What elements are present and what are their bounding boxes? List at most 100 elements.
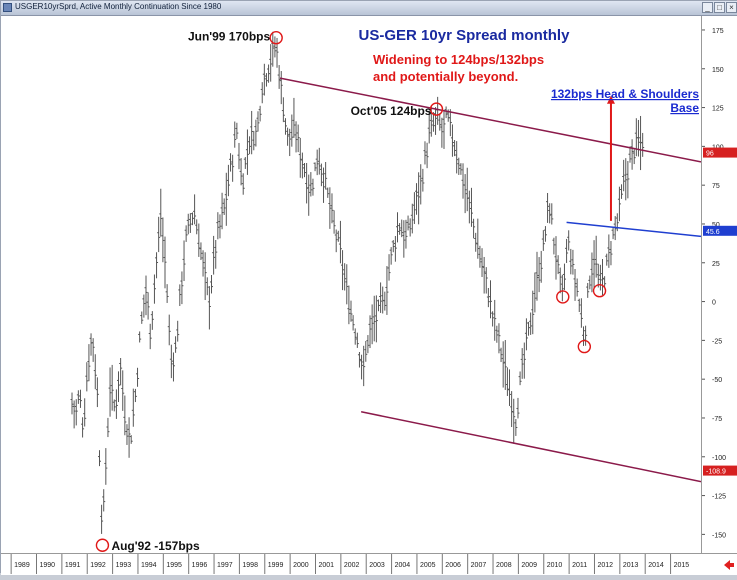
- price-bar: [463, 174, 467, 214]
- price-bar: [581, 326, 585, 346]
- price-bar: [605, 253, 609, 266]
- price-bar: [142, 294, 146, 318]
- price-bar: [398, 223, 402, 235]
- x-tick-label: 2004: [395, 562, 411, 569]
- price-bar: [434, 107, 438, 135]
- price-bar: [436, 96, 440, 125]
- price-bar: [83, 398, 87, 427]
- price-bar: [319, 163, 323, 187]
- price-bar: [379, 282, 383, 313]
- price-bar: [626, 161, 630, 199]
- price-bar: [556, 255, 560, 275]
- price-bar: [370, 304, 374, 345]
- price-bar: [214, 239, 218, 269]
- price-bar: [617, 186, 621, 222]
- price-bar: [260, 82, 264, 104]
- price-bar: [224, 172, 228, 226]
- price-bar: [81, 417, 85, 438]
- price-bar: [186, 213, 190, 235]
- price-bar: [334, 229, 338, 253]
- price-bar: [281, 97, 285, 123]
- price-bar: [381, 286, 385, 314]
- price-bar: [457, 157, 461, 175]
- price-bar: [455, 141, 459, 174]
- scroll-left-arrow-icon[interactable]: [723, 560, 735, 570]
- price-bar: [527, 321, 531, 336]
- price-bar: [125, 424, 129, 445]
- price-bar: [140, 311, 144, 324]
- annotation-oct05: Oct'05 124bps: [351, 104, 432, 118]
- price-bar: [112, 399, 116, 412]
- price-bar: [332, 210, 336, 234]
- price-bar: [174, 336, 178, 353]
- price-bar: [459, 163, 463, 175]
- price-bar: [503, 340, 507, 390]
- price-bar: [510, 391, 514, 428]
- price-bar: [201, 250, 205, 277]
- price-bar: [127, 417, 131, 458]
- price-bar: [311, 178, 315, 196]
- price-marker-label: -108.9: [706, 469, 726, 476]
- price-bar: [565, 238, 569, 263]
- price-bar: [254, 119, 258, 147]
- price-bar: [178, 284, 182, 306]
- price-bar: [364, 340, 368, 362]
- price-bar: [171, 352, 175, 382]
- price-bar: [567, 230, 571, 251]
- price-bar: [243, 157, 247, 169]
- y-tick-label: 75: [712, 183, 720, 190]
- y-tick-label: 175: [712, 28, 724, 35]
- price-bar: [74, 399, 78, 426]
- price-bar: [294, 121, 298, 153]
- close-icon[interactable]: ×: [726, 2, 737, 13]
- price-bar: [87, 344, 91, 382]
- x-tick-label: 2012: [597, 562, 613, 569]
- price-bar: [395, 212, 399, 243]
- price-bar: [267, 64, 271, 83]
- price-bar: [522, 342, 526, 379]
- annotation-head-shoulders: Base: [670, 101, 699, 115]
- maximize-icon[interactable]: □: [714, 2, 725, 13]
- price-bar: [355, 332, 359, 348]
- price-bar: [210, 274, 214, 294]
- price-bar: [277, 65, 281, 89]
- minimize-icon[interactable]: _: [702, 2, 713, 13]
- price-bar: [419, 164, 423, 205]
- price-bar: [288, 128, 292, 157]
- price-bar: [150, 311, 154, 330]
- price-bar: [100, 504, 104, 534]
- y-tick-label: 150: [712, 67, 724, 74]
- trendline-lower: [360, 411, 702, 483]
- price-bar: [427, 110, 431, 144]
- x-tick-label: 2002: [344, 562, 360, 569]
- price-bar: [611, 226, 615, 240]
- chart-subtitle-line: and potentially beyond.: [373, 69, 518, 84]
- price-bar: [421, 168, 425, 192]
- price-bar: [362, 345, 366, 387]
- plot-area: US-GER 10yr Spread monthly Widening to 12…: [1, 16, 702, 553]
- price-bar: [622, 159, 626, 192]
- price-bar: [529, 312, 533, 335]
- highlight-circle: [577, 339, 592, 354]
- price-bar: [571, 249, 575, 275]
- price-bar: [518, 371, 522, 386]
- price-bar: [110, 364, 114, 411]
- price-bar: [453, 140, 457, 157]
- price-bar: [630, 139, 634, 170]
- price-bar: [512, 398, 516, 444]
- price-bar: [472, 218, 476, 239]
- price-bar: [349, 300, 353, 322]
- price-marker: [703, 465, 737, 476]
- price-bar: [628, 146, 632, 163]
- price-bar: [95, 377, 99, 408]
- y-tick-label: -125: [712, 494, 726, 501]
- x-tick-label: 1992: [90, 562, 106, 569]
- price-bar: [235, 122, 239, 139]
- price-bar: [106, 417, 110, 438]
- y-tick-label: -25: [712, 338, 722, 345]
- price-bar: [497, 323, 501, 354]
- price-bar: [245, 129, 249, 175]
- price-scale-svg: 1751501251007550250-25-50-75-100-125-150…: [702, 28, 737, 539]
- x-tick-label: 1994: [141, 562, 157, 569]
- price-bar: [102, 489, 106, 512]
